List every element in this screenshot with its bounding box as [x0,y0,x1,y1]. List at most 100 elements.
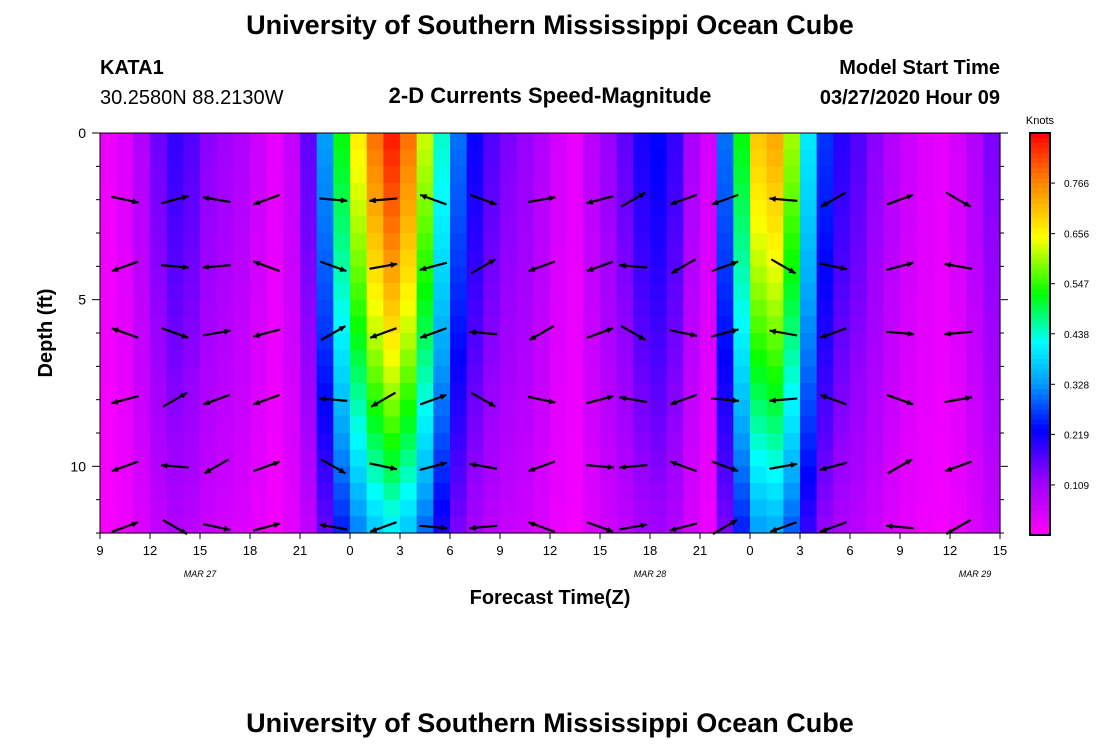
heatmap-cell [600,216,618,234]
current-arrow-head [528,266,536,272]
heatmap-cell [533,266,551,284]
heatmap-cell [350,316,368,334]
heatmap-cell [300,266,318,284]
current-arrow-head [820,394,828,400]
heatmap-cell [333,183,351,201]
heatmap-cell [500,383,518,401]
heatmap-cell [683,316,701,334]
heatmap-cell [533,449,551,467]
heatmap-cell [983,333,1001,351]
heatmap-cell [900,216,918,234]
heatmap-cell [666,366,684,384]
heatmap-cell [366,433,384,451]
heatmap-cell [666,266,684,284]
heatmap-cell [750,483,768,501]
heatmap-cell [466,216,484,234]
heatmap-cell [116,499,134,517]
heatmap-cell [200,166,218,184]
current-arrow-head [469,461,477,468]
heatmap-cell [133,216,151,234]
heatmap-cell [166,283,184,301]
heatmap-cell [833,283,851,301]
heatmap-cell [916,216,934,234]
heatmap-cell [500,133,518,151]
heatmap-cell [200,216,218,234]
heatmap-cell [216,216,234,234]
heatmap-cell [550,349,568,367]
heatmap-cell [200,416,218,434]
heatmap-cell [800,249,818,267]
heatmap-cell [133,433,151,451]
heatmap-cell [950,249,968,267]
heatmap-cell [866,466,884,484]
heatmap-cell [133,283,151,301]
heatmap-cell [783,233,801,251]
heatmap-cell [750,366,768,384]
heatmap-cell [500,249,518,267]
heatmap-cell [333,516,351,534]
heatmap-cell [933,449,951,467]
heatmap-cell [300,383,318,401]
heatmap-cell [866,399,884,417]
heatmap-cell [666,416,684,434]
heatmap-cell [150,233,168,251]
heatmap-cell [966,316,984,334]
heatmap-cell [350,133,368,151]
heatmap-cell [183,249,201,267]
heatmap-cell [383,433,401,451]
current-arrow-head [711,199,719,206]
heatmap-cell [550,433,568,451]
heatmap-cell [550,316,568,334]
colorbar-cell [1030,213,1050,220]
heatmap-cell [833,466,851,484]
heatmap-cell [783,133,801,151]
heatmap-cell [950,349,968,367]
current-arrow-head [906,194,914,200]
heatmap-cell [133,499,151,517]
heatmap-cell [200,383,218,401]
heatmap-cell [366,466,384,484]
heatmap-cell [450,299,468,317]
heatmap-cell [166,349,184,367]
current-arrow-head [111,466,119,472]
heatmap-cell [250,266,268,284]
heatmap-cell [700,349,718,367]
heatmap-cell [833,483,851,501]
heatmap-cell [783,366,801,384]
heatmap-cell [550,366,568,384]
heatmap-cell [716,449,734,467]
colorbar-cell [1030,454,1050,461]
heatmap-cell [383,199,401,217]
heatmap-cell [783,283,801,301]
heatmap-cell [316,449,334,467]
heatmap-cell [616,366,634,384]
heatmap-cell [183,383,201,401]
heatmap-cell [866,249,884,267]
current-arrow-head [181,332,189,339]
heatmap-cell [650,149,668,167]
heatmap-cell [200,249,218,267]
heatmap-cell [433,166,451,184]
heatmap-cell [783,399,801,417]
heatmap-cell [183,216,201,234]
heatmap-cell [700,483,718,501]
heatmap-cell [966,516,984,534]
station-coordinates: 30.2580N 88.2130W [100,87,284,109]
heatmap-cell [350,516,368,534]
heatmap-cell [200,483,218,501]
current-arrow-head [203,399,211,406]
colorbar-cell [1030,399,1050,405]
heatmap-cell [350,283,368,301]
colorbar-cell [1030,298,1050,305]
heatmap-cell [550,183,568,201]
heatmap-cell [400,249,418,267]
heatmap-cell [466,166,484,184]
heatmap-cell [666,349,684,367]
heatmap-cell [483,416,501,434]
heatmap-cell [666,233,684,251]
heatmap-cell [916,149,934,167]
heatmap-cell [400,216,418,234]
colorbar-cell [1030,278,1050,285]
heatmap-cell [566,199,584,217]
heatmap-cell [533,216,551,234]
